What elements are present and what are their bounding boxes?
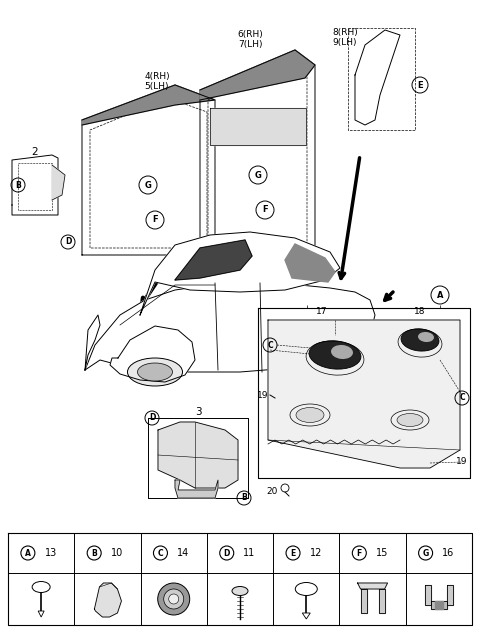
Text: B: B	[91, 549, 97, 557]
Polygon shape	[355, 30, 400, 125]
Text: C: C	[267, 341, 273, 349]
Text: G: G	[254, 171, 262, 179]
Ellipse shape	[296, 408, 324, 423]
Polygon shape	[12, 155, 58, 215]
Ellipse shape	[290, 404, 330, 426]
Text: 13: 13	[45, 548, 57, 558]
Text: 10: 10	[111, 548, 123, 558]
Polygon shape	[431, 601, 447, 609]
Polygon shape	[425, 585, 431, 605]
Text: B: B	[241, 494, 247, 502]
Text: 18: 18	[414, 308, 426, 317]
Text: G: G	[422, 549, 429, 557]
Polygon shape	[302, 613, 310, 619]
Polygon shape	[210, 108, 306, 145]
Circle shape	[168, 594, 179, 604]
Circle shape	[164, 589, 184, 609]
Text: C: C	[157, 549, 163, 557]
Ellipse shape	[397, 413, 423, 427]
Text: 5(LH): 5(LH)	[145, 82, 169, 90]
Text: D: D	[149, 413, 155, 423]
Polygon shape	[82, 85, 215, 125]
Ellipse shape	[295, 365, 329, 383]
Polygon shape	[200, 50, 315, 100]
Polygon shape	[175, 480, 218, 498]
Text: 17: 17	[316, 308, 328, 317]
Text: 12: 12	[310, 548, 322, 558]
Ellipse shape	[137, 363, 172, 381]
Text: 19: 19	[456, 458, 468, 466]
Text: A: A	[25, 549, 31, 557]
Polygon shape	[285, 244, 335, 282]
Text: A: A	[437, 291, 443, 300]
Ellipse shape	[309, 341, 361, 369]
Ellipse shape	[391, 410, 429, 430]
Text: B: B	[15, 181, 21, 190]
Circle shape	[158, 583, 190, 615]
Ellipse shape	[128, 358, 182, 386]
Polygon shape	[360, 589, 367, 613]
Text: 16: 16	[442, 548, 455, 558]
Ellipse shape	[32, 581, 50, 593]
Text: F: F	[152, 216, 158, 224]
Polygon shape	[85, 283, 375, 372]
Text: G: G	[144, 181, 151, 190]
Text: F: F	[357, 549, 362, 557]
Ellipse shape	[285, 360, 339, 388]
Text: C: C	[459, 394, 465, 403]
Text: 9(LH): 9(LH)	[332, 39, 357, 47]
Polygon shape	[272, 330, 348, 384]
Polygon shape	[158, 422, 238, 488]
Text: 3: 3	[195, 407, 201, 417]
Text: 1: 1	[304, 295, 310, 305]
Polygon shape	[435, 601, 443, 609]
Polygon shape	[200, 50, 315, 255]
Text: 4(RH): 4(RH)	[144, 71, 170, 80]
Polygon shape	[268, 320, 460, 468]
Ellipse shape	[418, 332, 434, 342]
Polygon shape	[85, 315, 100, 370]
Text: D: D	[224, 549, 230, 557]
Text: 8(RH): 8(RH)	[332, 28, 358, 37]
Ellipse shape	[295, 583, 317, 595]
Text: 14: 14	[177, 548, 189, 558]
Text: 20: 20	[266, 487, 278, 497]
Text: 2: 2	[32, 147, 38, 157]
Polygon shape	[379, 589, 384, 613]
Text: F: F	[262, 205, 268, 214]
Polygon shape	[447, 585, 453, 605]
Polygon shape	[52, 165, 65, 200]
Text: E: E	[417, 80, 423, 90]
Text: 15: 15	[376, 548, 388, 558]
Polygon shape	[38, 611, 44, 617]
Polygon shape	[140, 232, 340, 315]
Text: D: D	[65, 238, 71, 246]
Polygon shape	[95, 583, 121, 617]
Ellipse shape	[401, 329, 439, 351]
Ellipse shape	[331, 345, 353, 359]
Text: E: E	[290, 549, 296, 557]
Ellipse shape	[232, 586, 248, 595]
Text: 19: 19	[257, 391, 269, 399]
Polygon shape	[82, 85, 215, 255]
Polygon shape	[358, 583, 387, 589]
Polygon shape	[110, 326, 195, 382]
Text: 7(LH): 7(LH)	[238, 40, 262, 49]
Text: 6(RH): 6(RH)	[237, 30, 263, 39]
Polygon shape	[175, 240, 252, 280]
Text: 11: 11	[243, 548, 255, 558]
